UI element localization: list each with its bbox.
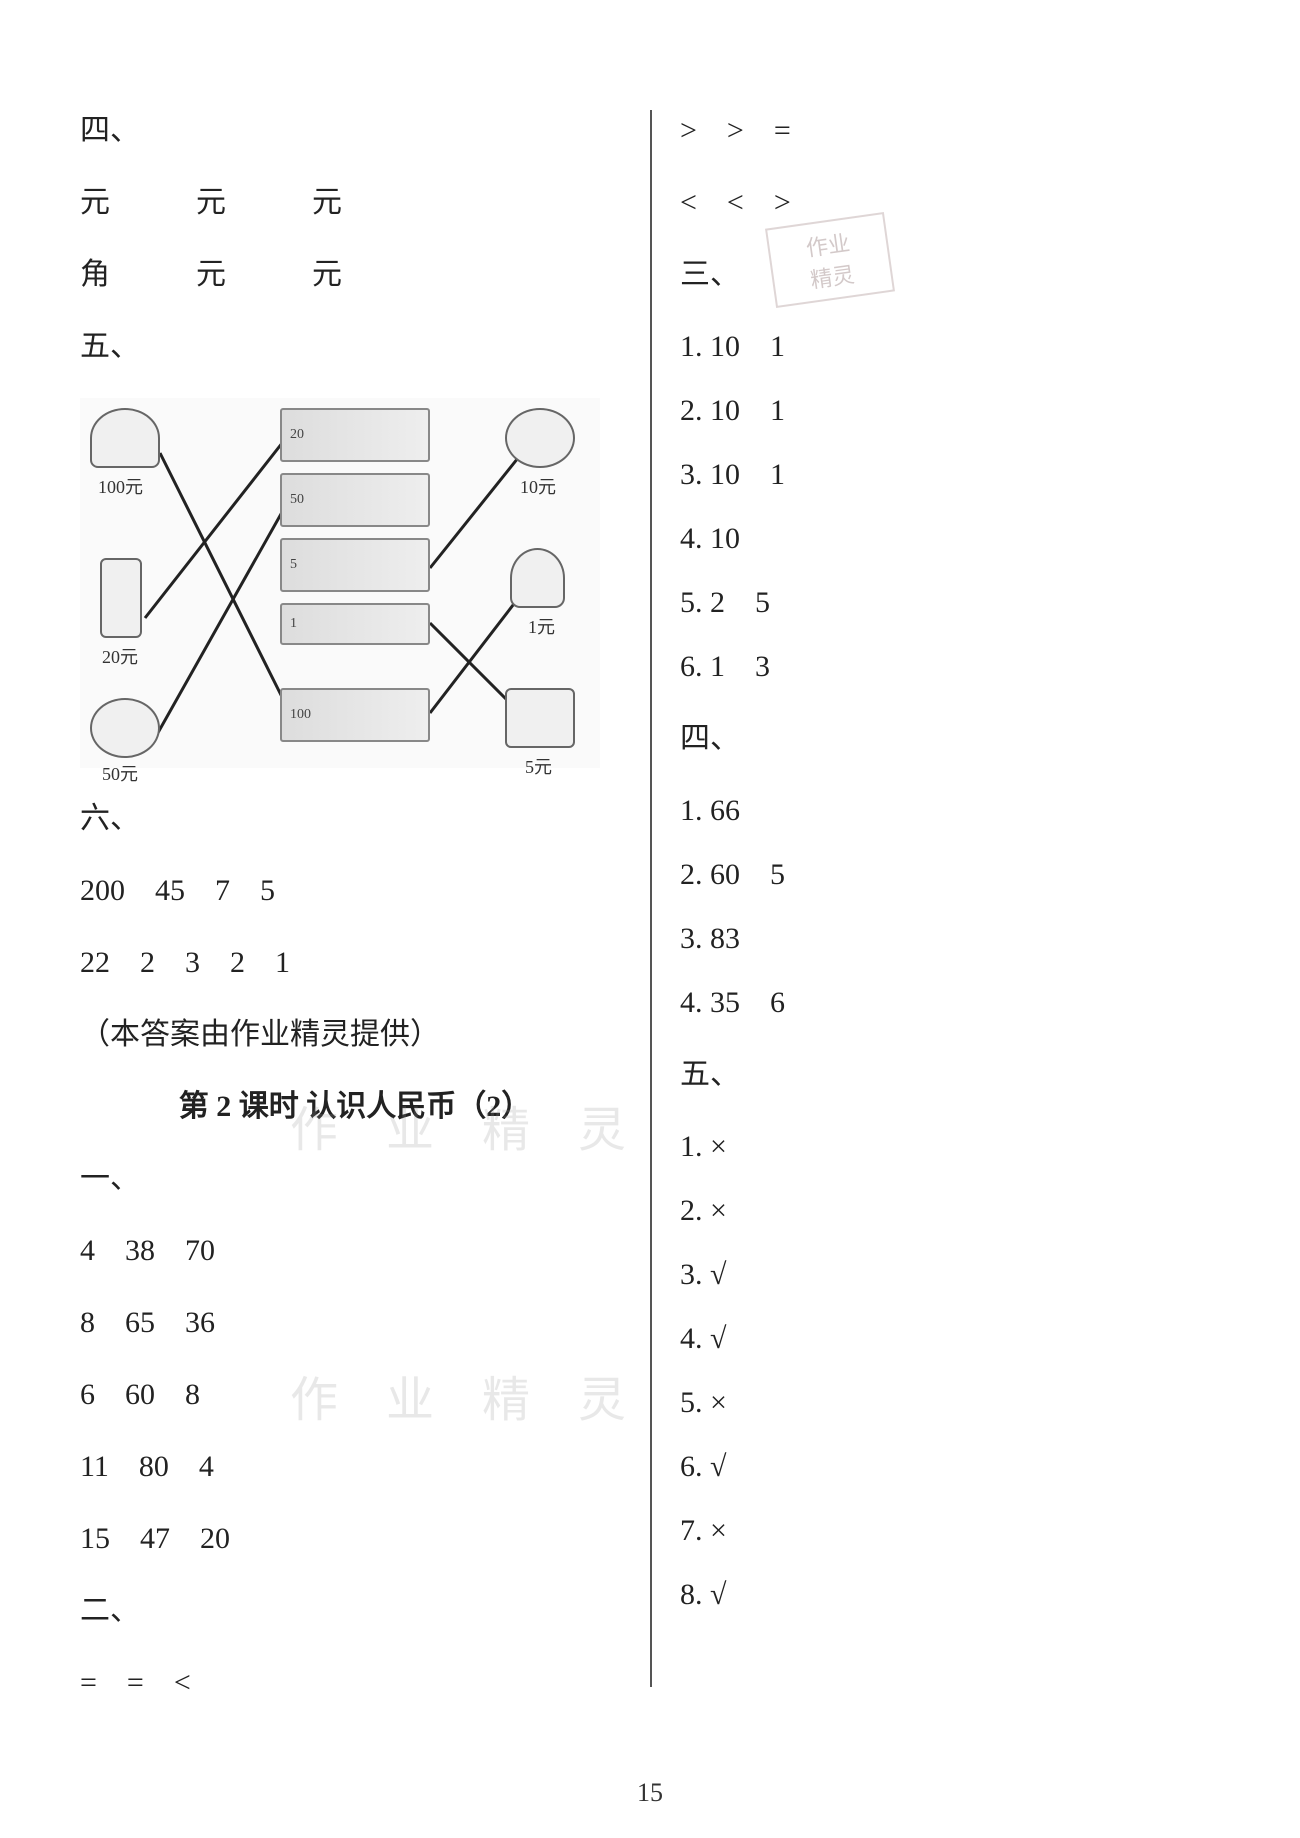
section-3-heading: 三、	[680, 254, 1220, 296]
bill-100: 100	[280, 688, 430, 742]
bill-5: 5	[280, 538, 430, 592]
s1b-row5: 15 47 20	[80, 1518, 630, 1560]
label-20: 20元	[102, 643, 138, 669]
section-6-row2: 22 2 3 2 1	[80, 942, 630, 984]
s3-2: 2. 10 1	[680, 390, 1220, 432]
item-toy	[100, 558, 142, 638]
item-burger	[505, 408, 575, 468]
s3-6: 6. 1 3	[680, 646, 1220, 688]
bill-1: 1	[280, 603, 430, 645]
s5-7: 7. ×	[680, 1510, 1220, 1552]
s5-6: 6. √	[680, 1446, 1220, 1488]
s5-5: 5. ×	[680, 1382, 1220, 1424]
s4-1: 1. 66	[680, 790, 1220, 832]
item-shuttle	[510, 548, 565, 608]
s1b-row4: 11 80 4	[80, 1446, 630, 1488]
section-4-heading: 四、	[80, 110, 630, 152]
page-number: 15	[637, 1778, 663, 1808]
label-1r: 1元	[528, 613, 555, 639]
matching-diagram: 100元 20元 50元 20 50 5 1 100 10元 1元 5元	[80, 398, 600, 768]
credit-line: （本答案由作业精灵提供）	[80, 1014, 630, 1056]
s2b-row1: = = <	[80, 1662, 630, 1704]
label-50: 50元	[102, 760, 138, 786]
bill-20: 20	[280, 408, 430, 462]
item-helicopter	[90, 408, 160, 468]
s5-1: 1. ×	[680, 1126, 1220, 1168]
s3-5: 5. 2 5	[680, 582, 1220, 624]
s1b-row3: 6 60 8	[80, 1374, 630, 1416]
left-column: 四、 元 元 元 角 元 元 五、 100元 20元 50元 20 50 5 1	[80, 110, 650, 1788]
s1b-row2: 8 65 36	[80, 1302, 630, 1344]
s3-3: 3. 10 1	[680, 454, 1220, 496]
s4-3: 3. 83	[680, 918, 1220, 960]
column-divider	[650, 110, 652, 1687]
item-ball	[90, 698, 160, 758]
r0a: > > =	[680, 110, 1220, 152]
section-4-row1: 元 元 元	[80, 182, 630, 224]
s4-2: 2. 60 5	[680, 854, 1220, 896]
s1b-row1: 4 38 70	[80, 1230, 630, 1272]
s5-2: 2. ×	[680, 1190, 1220, 1232]
section-1b-heading: 一、	[80, 1158, 630, 1200]
section-6-row1: 200 45 7 5	[80, 870, 630, 912]
label-5r: 5元	[525, 753, 552, 779]
section-5-heading: 五、	[80, 326, 630, 368]
s3-1: 1. 10 1	[680, 326, 1220, 368]
s4-4: 4. 35 6	[680, 982, 1220, 1024]
s5-3: 3. √	[680, 1254, 1220, 1296]
s3-4: 4. 10	[680, 518, 1220, 560]
section-5r-heading: 五、	[680, 1054, 1220, 1096]
r0b: < < >	[680, 182, 1220, 224]
label-100: 100元	[98, 473, 143, 499]
lesson-title: 第 2 课时 认识人民币（2）	[80, 1086, 630, 1128]
item-notebook	[505, 688, 575, 748]
label-10r: 10元	[520, 473, 556, 499]
section-4r-heading: 四、	[680, 718, 1220, 760]
page-container: 四、 元 元 元 角 元 元 五、 100元 20元 50元 20 50 5 1	[80, 110, 1220, 1788]
section-6-heading: 六、	[80, 798, 630, 840]
section-2b-heading: 二、	[80, 1590, 630, 1632]
section-4-row2: 角 元 元	[80, 254, 630, 296]
bill-50: 50	[280, 473, 430, 527]
s5-4: 4. √	[680, 1318, 1220, 1360]
right-column: > > = < < > 三、 1. 10 1 2. 10 1 3. 10 1 4…	[650, 110, 1220, 1788]
s5-8: 8. √	[680, 1574, 1220, 1616]
